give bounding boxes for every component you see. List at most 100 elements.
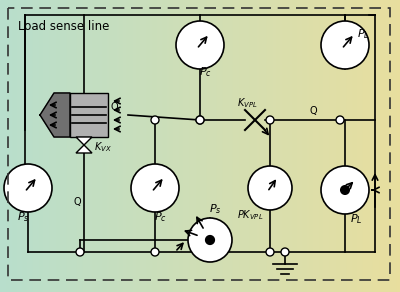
Bar [53,0,57,292]
Bar [307,0,310,292]
Bar [277,0,280,292]
Bar [87,0,90,292]
Text: $K_{VX}$: $K_{VX}$ [94,140,112,154]
Bar [127,0,130,292]
Text: Q: Q [310,106,318,116]
Bar [380,0,383,292]
Bar [327,0,330,292]
Bar [180,0,183,292]
Bar [263,0,267,292]
Circle shape [266,248,274,256]
Bar [370,0,373,292]
Bar [60,0,63,292]
Bar [13,0,17,292]
Bar [300,0,303,292]
Bar [147,0,150,292]
Bar [27,0,30,292]
Bar [93,0,97,292]
Bar [323,0,327,292]
Bar [220,0,223,292]
Bar [243,0,247,292]
Bar [270,0,273,292]
Text: $P_c$: $P_c$ [154,210,166,224]
Bar [110,0,113,292]
Bar [213,0,217,292]
Bar [3,0,7,292]
Bar [203,0,207,292]
Bar [40,0,43,292]
Bar [303,0,307,292]
Bar [317,0,320,292]
Bar [193,0,197,292]
Polygon shape [76,137,92,145]
Bar [30,0,33,292]
Bar [0,0,3,292]
Bar [160,0,163,292]
Bar [57,0,60,292]
Circle shape [151,248,159,256]
Bar [100,0,103,292]
Circle shape [4,164,52,212]
Text: $P_L$: $P_L$ [357,27,370,41]
Bar [150,0,153,292]
Bar [280,0,283,292]
Bar [43,0,47,292]
Circle shape [196,116,204,124]
Bar [23,0,27,292]
Text: $P_s$: $P_s$ [17,210,29,224]
Bar [360,0,363,292]
Bar [260,0,263,292]
Bar [37,0,40,292]
Bar [7,0,10,292]
Bar [383,0,387,292]
Bar [50,0,53,292]
Bar [223,0,227,292]
Bar [247,0,250,292]
Bar [297,0,300,292]
Bar [157,0,160,292]
Text: Q: Q [74,197,82,208]
Bar [190,0,193,292]
Text: $P_L$: $P_L$ [350,212,362,226]
Bar [330,0,333,292]
Bar [283,0,287,292]
Bar [207,0,210,292]
Bar [337,0,340,292]
Bar [163,0,167,292]
Bar [10,0,13,292]
Text: $P_c$: $P_c$ [198,65,212,79]
Text: $PK_{VPL}$: $PK_{VPL}$ [237,208,263,222]
Bar [353,0,357,292]
Bar [210,0,213,292]
Bar [140,0,143,292]
Circle shape [131,164,179,212]
Bar [293,0,297,292]
Bar [250,0,253,292]
Circle shape [196,116,204,124]
Bar [130,0,133,292]
Bar [113,0,117,292]
Bar [70,93,108,137]
Bar [67,0,70,292]
Bar [117,0,120,292]
Bar [17,0,20,292]
Bar [237,0,240,292]
Circle shape [336,116,344,124]
Bar [120,0,123,292]
Bar [197,0,200,292]
Bar [240,0,243,292]
Text: Load sense line: Load sense line [18,20,109,33]
Bar [170,0,173,292]
Circle shape [176,21,224,69]
Bar [217,0,220,292]
Bar [63,0,67,292]
Bar [153,0,157,292]
Circle shape [206,248,214,256]
Bar [313,0,317,292]
Bar [137,0,140,292]
Circle shape [188,218,232,262]
Bar [107,0,110,292]
Bar [177,0,180,292]
Bar [387,0,390,292]
Bar [83,0,87,292]
